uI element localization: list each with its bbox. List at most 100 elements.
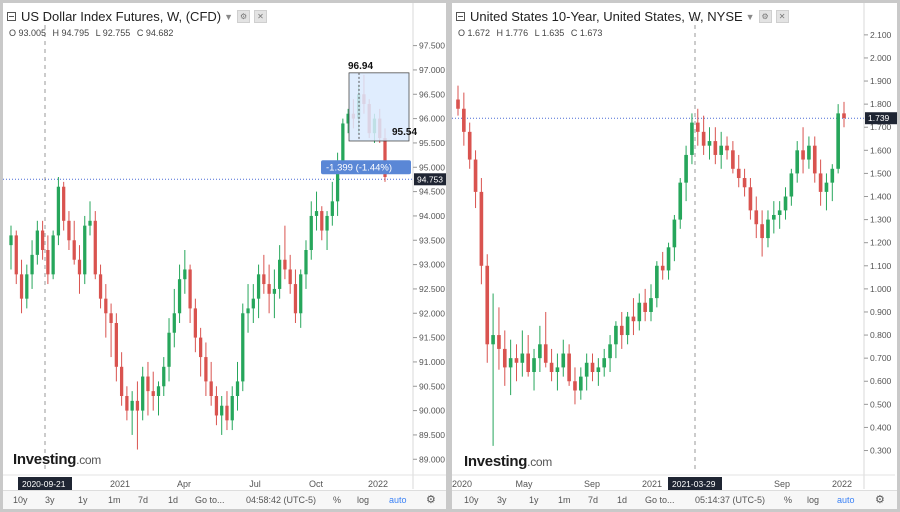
y-tick-label: 1.000 — [870, 284, 892, 294]
y-tick-label: 89.000 — [419, 454, 445, 464]
candle-body — [35, 230, 39, 255]
range-7d[interactable]: 7d — [588, 495, 599, 505]
range-1d[interactable]: 1d — [617, 495, 628, 505]
candle-body — [199, 337, 203, 358]
candle-body — [172, 313, 176, 333]
y-tick-label: 0.900 — [870, 307, 892, 317]
candle-body — [251, 298, 255, 309]
candle-body — [230, 396, 234, 421]
candle-body — [209, 381, 213, 396]
candle-body — [807, 145, 811, 160]
candle-body — [283, 259, 287, 270]
range-10y[interactable]: 10y — [464, 495, 479, 505]
candle-body — [812, 145, 817, 174]
candle-body — [288, 269, 292, 285]
range-7d[interactable]: 7d — [138, 495, 149, 505]
measure-change-label: -1.399 (-1.44%) — [326, 162, 392, 173]
candle-body — [783, 196, 788, 211]
candle-body — [40, 230, 45, 250]
candle-body — [561, 353, 566, 368]
time-label: May — [515, 479, 533, 489]
collapse-icon[interactable] — [7, 12, 16, 21]
time-label: 2021 — [110, 479, 130, 489]
chevron-down-icon[interactable]: ▼ — [745, 11, 755, 22]
y-tick-label: 0.800 — [870, 330, 892, 340]
range-1d[interactable]: 1d — [168, 495, 179, 505]
candle-body — [314, 211, 319, 216]
goto-button[interactable]: Go to... — [195, 495, 225, 505]
candle-body — [655, 265, 659, 299]
candle-body — [467, 131, 472, 160]
range-10y[interactable]: 10y — [13, 495, 28, 505]
candle-body — [543, 344, 548, 363]
log-toggle[interactable]: log — [807, 495, 820, 505]
gear-icon[interactable]: ⚙ — [875, 494, 885, 506]
range-1y[interactable]: 1y — [78, 495, 88, 505]
y-tick-label: 94.500 — [419, 187, 445, 197]
settings-icon[interactable]: ⚙ — [237, 10, 251, 23]
y-tick-label: 90.000 — [419, 406, 445, 416]
y-tick-label: 96.500 — [419, 89, 445, 99]
time-label: Apr — [177, 479, 191, 489]
y-tick-label: 1.200 — [870, 238, 892, 248]
log-toggle[interactable]: log — [357, 495, 370, 505]
candle-body — [262, 274, 266, 285]
candle-body — [183, 269, 187, 280]
candle-body — [151, 391, 155, 396]
candle-body — [520, 353, 525, 363]
close-icon[interactable]: ✕ — [775, 10, 789, 23]
percent-toggle[interactable]: % — [333, 495, 342, 505]
candle-body — [83, 225, 87, 275]
measure-low-label: 95.54 — [392, 127, 417, 138]
candle-body — [246, 308, 250, 314]
candle-body — [235, 381, 240, 396]
y-tick-label: 93.500 — [419, 235, 445, 245]
candle-body — [748, 187, 753, 211]
y-tick-label: 92.000 — [419, 308, 445, 318]
candle-body — [643, 302, 647, 312]
candle-body — [795, 150, 800, 174]
goto-button[interactable]: Go to... — [645, 495, 675, 505]
candle-body — [67, 220, 71, 241]
bottom-toolbar: 10y 3y 1y 1m 7d 1d Go to... 04:58:42 (UT… — [3, 490, 446, 509]
dxy-chart-panel: 97.500 97.000 96.500 96.000 95.500 95.000 94.5… — [3, 3, 446, 509]
clock: 05:14:37 (UTC-5) — [695, 495, 766, 505]
y-tick-label: 2.100 — [870, 30, 892, 40]
settings-icon[interactable]: ⚙ — [758, 10, 772, 23]
chevron-down-icon[interactable]: ▼ — [224, 11, 234, 22]
high-value: H 1.776 — [496, 28, 529, 38]
auto-toggle[interactable]: auto — [837, 495, 855, 505]
candle-body — [479, 191, 484, 266]
percent-toggle[interactable]: % — [784, 495, 793, 505]
candle-body — [220, 405, 224, 416]
candle-body — [485, 265, 490, 345]
candle-body — [341, 123, 345, 163]
candle-body — [162, 366, 166, 387]
us10y-chart-canvas[interactable]: 2.100 2.000 1.900 1.800 1.700 1.600 1.500 1.400… — [452, 3, 897, 491]
candle-body — [19, 274, 24, 299]
auto-toggle[interactable]: auto — [389, 495, 407, 505]
candle-body — [514, 358, 519, 363]
candle-body — [130, 400, 134, 411]
gear-icon[interactable]: ⚙ — [426, 494, 436, 506]
candle-body — [9, 235, 13, 246]
open-value: O 1.672 — [458, 28, 491, 38]
candle-body — [325, 215, 329, 231]
y-tick-label: 93.000 — [419, 260, 445, 270]
range-1m[interactable]: 1m — [108, 495, 121, 505]
range-1y[interactable]: 1y — [529, 495, 539, 505]
dxy-chart-canvas[interactable]: 97.500 97.000 96.500 96.000 95.500 95.000 94.5… — [3, 3, 446, 491]
range-3y[interactable]: 3y — [45, 495, 55, 505]
range-1m[interactable]: 1m — [558, 495, 571, 505]
candle-body — [584, 362, 589, 377]
range-3y[interactable]: 3y — [497, 495, 507, 505]
collapse-icon[interactable] — [456, 12, 465, 21]
time-highlight-tag — [18, 477, 72, 490]
candle-body — [335, 162, 340, 202]
close-icon[interactable]: ✕ — [254, 10, 268, 23]
last-price-tag — [414, 173, 446, 186]
candle-body — [526, 353, 530, 373]
y-tick-label: 1.900 — [870, 76, 892, 86]
time-highlight-label: 2021-03-29 — [672, 479, 716, 489]
y-tick-label: 90.500 — [419, 381, 445, 391]
